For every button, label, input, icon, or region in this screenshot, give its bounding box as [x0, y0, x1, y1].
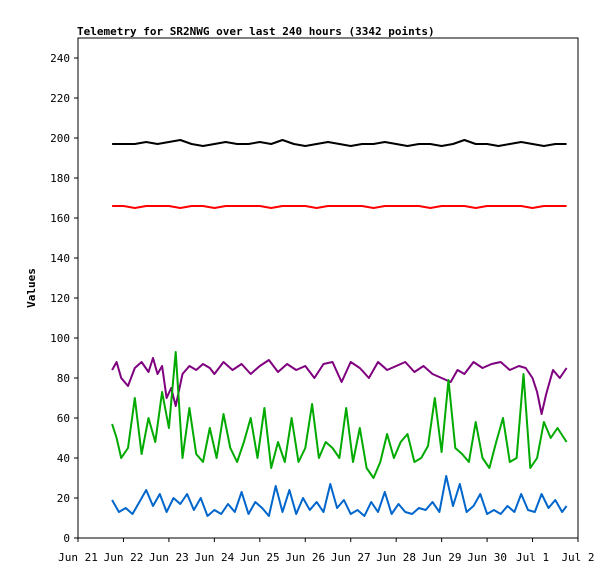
series-line-2 — [112, 205, 567, 209]
y-tick-label: 40 — [57, 452, 70, 465]
x-tick-label: Jun 24 — [194, 551, 234, 564]
x-tick-label: Jul 1 — [516, 551, 549, 564]
series-layer — [111, 139, 568, 517]
y-tick-label: 0 — [63, 532, 70, 545]
x-tick-label: Jun 25 — [240, 551, 280, 564]
x-tick-label: Jun 30 — [467, 551, 507, 564]
y-tick-label: 60 — [57, 412, 70, 425]
y-tick-label: 140 — [50, 252, 70, 265]
x-tick-label: Jul 2 — [561, 551, 594, 564]
y-tick-label: 100 — [50, 332, 70, 345]
x-tick-label: Jun 28 — [376, 551, 416, 564]
series-line-5 — [111, 475, 568, 517]
y-tick-label: 80 — [57, 372, 70, 385]
y-tick-label: 240 — [50, 52, 70, 65]
series-line-3 — [111, 357, 568, 415]
chart-title: Telemetry for SR2NWG over last 240 hours… — [77, 25, 435, 38]
x-tick-label: Jun 26 — [285, 551, 325, 564]
series-line-4 — [111, 351, 568, 479]
y-tick-label: 220 — [50, 92, 70, 105]
y-axis: 0 20 40 60 80 100 120 140 160 180 200 220 240 — [50, 52, 78, 545]
x-tick-label: Jun 22 — [104, 551, 144, 564]
y-tick-label: 160 — [50, 212, 70, 225]
x-tick-label: Jun 21 — [58, 551, 98, 564]
x-tick-label: Jun 27 — [331, 551, 371, 564]
series-line-1 — [112, 139, 567, 147]
x-tick-label: Jun 29 — [422, 551, 462, 564]
y-tick-label: 180 — [50, 172, 70, 185]
y-tick-label: 120 — [50, 292, 70, 305]
y-tick-label: 20 — [57, 492, 70, 505]
y-axis-label: Values — [25, 268, 38, 308]
plot-area — [77, 37, 579, 539]
x-tick-label: Jun 23 — [149, 551, 189, 564]
y-tick-label: 200 — [50, 132, 70, 145]
x-axis: Jun 21 Jun 22 Jun 23 Jun 24 Jun 25 Jun 26 Jun … — [58, 538, 595, 564]
